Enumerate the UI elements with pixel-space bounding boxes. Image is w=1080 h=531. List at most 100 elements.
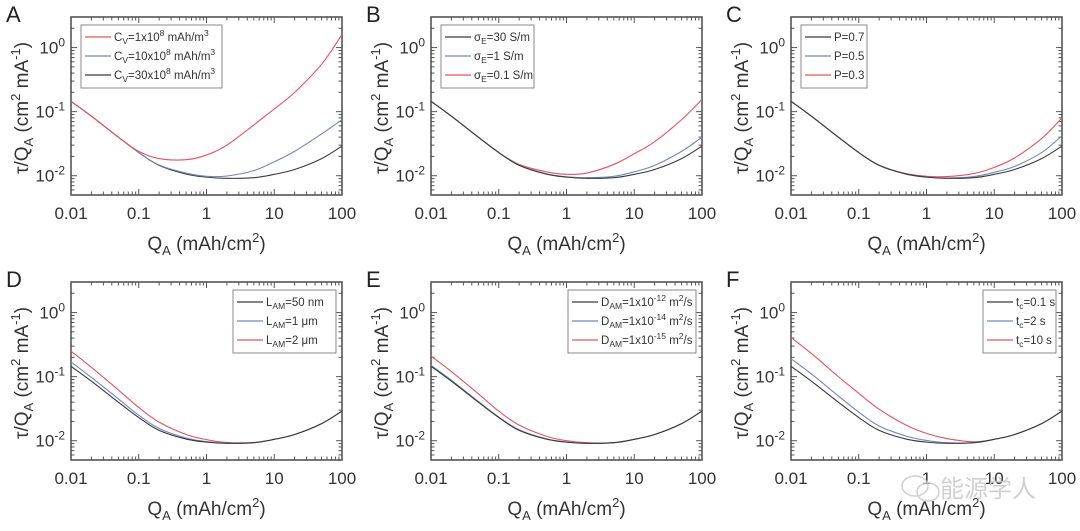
legend-label: tc=2 s: [1016, 316, 1046, 330]
legend-label: LAM=1 μm: [266, 316, 318, 330]
x-tick-label: 0.01: [774, 469, 807, 488]
x-tick-label: 100: [688, 204, 716, 223]
x-tick-label: 0.01: [54, 469, 87, 488]
legend-label: σE=30 S/m: [474, 32, 530, 46]
x-axis-title: QA (mAh/cm2): [867, 230, 985, 258]
series-line-red: [71, 34, 342, 161]
x-tick-label: 0.1: [487, 204, 511, 223]
series-line-blue: [791, 100, 1062, 179]
x-tick-label: 10: [985, 469, 1004, 488]
y-axis-title: τ/QA (cm2 mA-1): [368, 42, 396, 174]
y-tick-label: 100: [399, 36, 425, 58]
panel-label: F: [726, 267, 739, 292]
x-tick-label: 0.01: [54, 204, 87, 223]
x-tick-label: 10: [625, 469, 644, 488]
series-line-black: [71, 100, 342, 179]
x-tick-label: 0.1: [847, 469, 871, 488]
y-tick-label: 100: [39, 36, 65, 58]
y-axis-title: τ/QA (cm2 mA-1): [8, 307, 36, 439]
x-tick-label: 0.1: [847, 204, 871, 223]
legend-label: CV=30x108 mAh/m3: [114, 66, 215, 84]
chart-panel-a: A 0.01 0.1 1 10 100 10-2 10-1 100 QA (mAh/cm2) τ/Q…: [6, 2, 356, 258]
y-tick-label: 100: [399, 301, 425, 323]
x-tick-label: 0.01: [774, 204, 807, 223]
x-tick-label: 0.01: [414, 204, 447, 223]
chart-panel-d: D 0.01 0.1 1 10 100 10-2 10-1 100 QA (mAh/cm2) τ/Q…: [6, 267, 356, 523]
x-tick-label: 0.01: [414, 469, 447, 488]
x-axis-title: QA (mAh/cm2): [507, 230, 625, 258]
y-tick-label: 10-1: [35, 365, 65, 387]
y-tick-label: 100: [759, 301, 785, 323]
y-tick-label: 10-1: [395, 365, 425, 387]
chart-panel-e: E 0.01 0.1 1 10 100 10-2 10-1 100 QA (mAh/cm2) τ/Q…: [366, 267, 716, 523]
y-axis-title: τ/QA (cm2 mA-1): [728, 42, 756, 174]
legend-label: tc=0.1 s: [1016, 297, 1055, 311]
legend-label: CV=1x108 mAh/m3: [114, 28, 209, 46]
legend-label: P=0.5: [834, 51, 864, 63]
y-tick-label: 10-2: [35, 429, 65, 451]
y-tick-label: 10-2: [755, 164, 785, 186]
series-line-red: [431, 355, 702, 444]
y-tick-label: 10-1: [755, 365, 785, 387]
panel-label: E: [366, 267, 381, 292]
series-line-black: [431, 100, 702, 179]
y-axis-title: τ/QA (cm2 mA-1): [8, 42, 36, 174]
x-tick-label: 0.1: [127, 204, 151, 223]
legend-label: DAM=1x10-12 m2/s: [601, 293, 693, 311]
legend: tc=0.1 s tc=2 s tc=10 s: [982, 289, 1057, 354]
legend: LAM=50 nm LAM=1 μm LAM=2 μm: [232, 289, 337, 354]
series-line-blue: [71, 100, 342, 178]
legend-label: P=0.7: [834, 32, 864, 44]
x-tick-label: 100: [328, 469, 356, 488]
x-tick-label: 100: [328, 204, 356, 223]
x-axis-title: QA (mAh/cm2): [147, 495, 265, 523]
x-tick-label: 1: [922, 204, 931, 223]
y-tick-label: 10-2: [395, 429, 425, 451]
panel-label: C: [726, 2, 742, 27]
panel-label: A: [6, 2, 21, 27]
legend-label: LAM=50 nm: [266, 297, 324, 311]
x-tick-label: 0.1: [487, 469, 511, 488]
series-line-black: [791, 100, 1062, 179]
x-tick-label: 1: [202, 469, 211, 488]
x-tick-label: 10: [625, 204, 644, 223]
legend-label: σE=0.1 S/m: [474, 70, 533, 84]
y-axis-title: τ/QA (cm2 mA-1): [728, 307, 756, 439]
chart-panel-c: C 0.01 0.1 1 10 100 10-2 10-1 100 QA (mAh/cm2) τ/Q…: [726, 2, 1076, 258]
legend-label: DAM=1x10-14 m2/s: [601, 312, 693, 330]
watermark-text: 能源学人: [940, 475, 1036, 503]
legend: σE=30 S/m σE=1 S/m σE=0.1 S/m: [440, 24, 535, 89]
chart-panel-b: B 0.01 0.1 1 10 100 10-2 10-1 100 QA (mAh/cm2) τ/Q…: [366, 2, 716, 258]
wechat-logo-icon: [901, 475, 929, 497]
legend-label: tc=10 s: [1016, 335, 1052, 349]
series-line-blue: [71, 361, 342, 444]
y-tick-label: 100: [39, 301, 65, 323]
x-axis-title: QA (mAh/cm2): [147, 230, 265, 258]
y-tick-label: 10-2: [35, 164, 65, 186]
x-tick-label: 100: [1048, 204, 1076, 223]
legend-label: CV=10x108 mAh/m3: [114, 47, 215, 65]
x-tick-label: 100: [688, 469, 716, 488]
y-tick-label: 100: [759, 36, 785, 58]
x-tick-label: 10: [985, 204, 1004, 223]
y-tick-label: 10-1: [755, 100, 785, 122]
x-axis-title: QA (mAh/cm2): [507, 495, 625, 523]
x-tick-label: 10: [265, 204, 284, 223]
y-tick-label: 10-1: [395, 100, 425, 122]
x-tick-label: 10: [265, 469, 284, 488]
x-tick-label: 1: [562, 469, 571, 488]
chart-panel-f: F 0.01 0.1 1 10 100 10-2 10-1 100 QA (mAh/cm2) τ/Q…: [726, 267, 1076, 523]
series-line-black: [791, 365, 1062, 444]
legend-label: P=0.3: [834, 70, 864, 82]
legend-label: LAM=2 μm: [266, 335, 318, 349]
legend-box: [80, 24, 223, 89]
x-tick-label: 1: [922, 469, 931, 488]
y-tick-label: 10-2: [395, 164, 425, 186]
x-axis-title: QA (mAh/cm2): [867, 495, 985, 523]
x-tick-label: 1: [202, 204, 211, 223]
y-axis-title: τ/QA (cm2 mA-1): [368, 307, 396, 439]
panel-label: D: [6, 267, 22, 292]
series-line-black: [431, 365, 702, 444]
